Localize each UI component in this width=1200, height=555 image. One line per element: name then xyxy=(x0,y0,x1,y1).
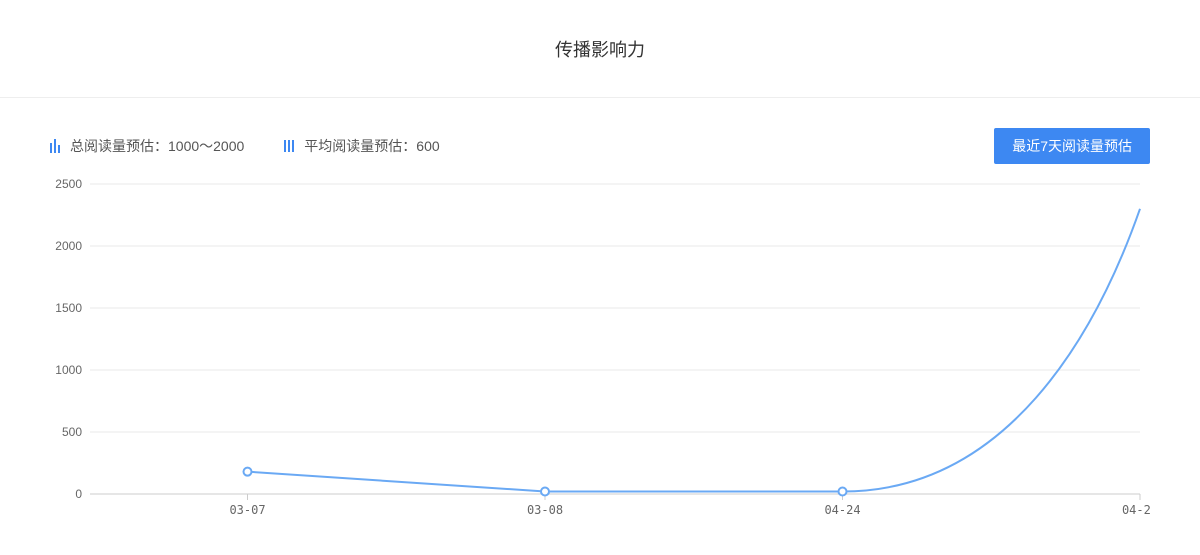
svg-text:2000: 2000 xyxy=(55,239,82,253)
dashboard-card: 传播影响力 总阅读量预估：1000～2000 平均阅读量预估：600 最近7天阅… xyxy=(0,0,1200,555)
bars-outline-icon xyxy=(284,140,296,152)
svg-text:04-24: 04-24 xyxy=(824,503,860,517)
legend-avg-label: 平均阅读量预估：600 xyxy=(304,136,439,156)
legend-total: 总阅读量预估：1000～2000 xyxy=(50,136,244,156)
svg-text:03-08: 03-08 xyxy=(527,503,563,517)
svg-text:1000: 1000 xyxy=(55,363,82,377)
recent-7d-button[interactable]: 最近7天阅读量预估 xyxy=(994,128,1150,164)
legend-avg: 平均阅读量预估：600 xyxy=(284,136,439,156)
bars-icon xyxy=(50,139,62,153)
chart-container: 0 500 1000 1500 2000 2500 03-07 03-08 04-24 04-26 xyxy=(0,164,1200,534)
recent-7d-button-label: 最近7天阅读量预估 xyxy=(1012,138,1132,154)
svg-text:0: 0 xyxy=(75,487,82,501)
legend-total-label: 总阅读量预估：1000～2000 xyxy=(70,136,244,156)
page-title: 传播影响力 xyxy=(555,36,645,62)
svg-text:2500: 2500 xyxy=(55,177,82,191)
line-chart: 0 500 1000 1500 2000 2500 03-07 03-08 04-24 04-26 xyxy=(50,174,1150,534)
svg-text:03-07: 03-07 xyxy=(229,503,265,517)
title-row: 传播影响力 xyxy=(0,0,1200,98)
legend-row: 总阅读量预估：1000～2000 平均阅读量预估：600 最近7天阅读量预估 xyxy=(0,98,1200,164)
svg-text:500: 500 xyxy=(62,425,82,439)
svg-text:04-26: 04-26 xyxy=(1122,503,1150,517)
svg-text:1500: 1500 xyxy=(55,301,82,315)
